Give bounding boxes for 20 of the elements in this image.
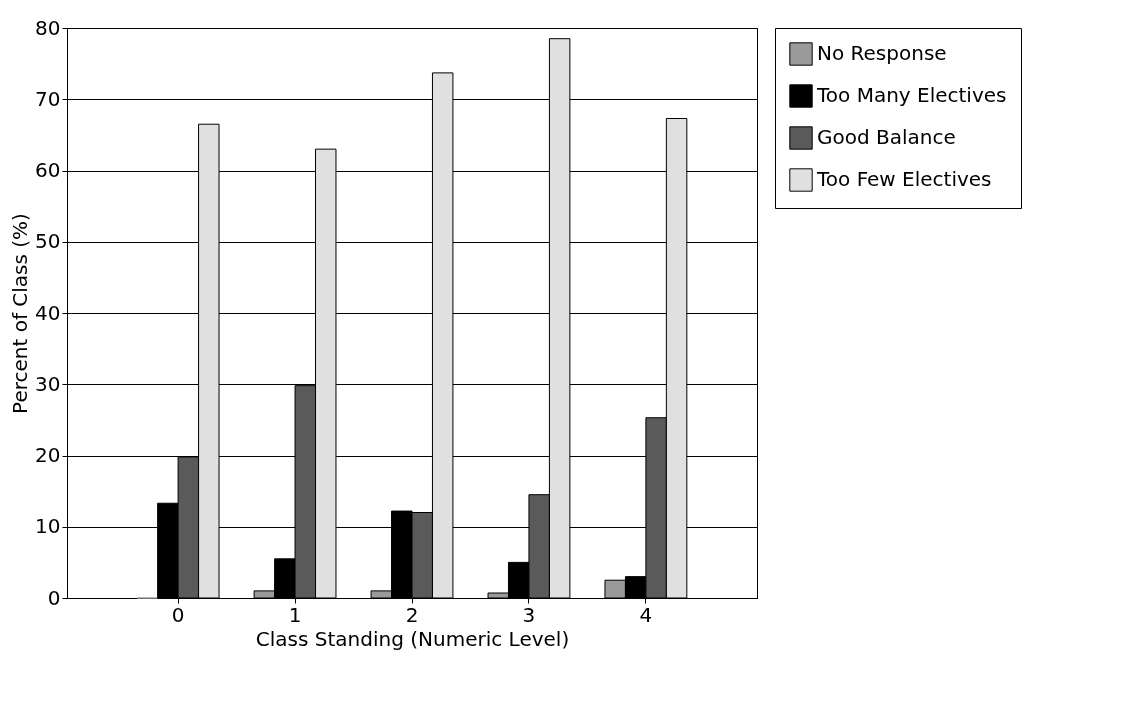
y-tick-label: 20 <box>35 443 61 467</box>
y-tick-label: 0 <box>47 585 61 610</box>
y-tick-label: 30 <box>35 371 61 396</box>
x-tick-label: 0 <box>171 602 185 627</box>
legend-label: Too Many Electives <box>816 83 1007 107</box>
x-tick-label: 4 <box>639 602 653 627</box>
y-tick-label: 70 <box>35 86 61 111</box>
x-axis-title: Class Standing (Numeric Level) <box>255 626 570 651</box>
y-tick-label: 60 <box>35 158 61 182</box>
y-axis-title: Percent of Class (%) <box>8 213 33 414</box>
legend-label: Good Balance <box>817 125 956 149</box>
y-tick-label: 10 <box>35 514 61 539</box>
legend-label: Too Few Electives <box>816 167 992 191</box>
y-tick-label: 40 <box>35 300 61 325</box>
y-tick-label: 50 <box>35 229 61 254</box>
x-tick-label: 2 <box>405 602 419 627</box>
x-tick-label: 3 <box>522 602 536 627</box>
legend-label: No Response <box>817 41 947 65</box>
x-tick-label: 1 <box>288 602 302 627</box>
y-tick-label: 80 <box>35 15 61 40</box>
